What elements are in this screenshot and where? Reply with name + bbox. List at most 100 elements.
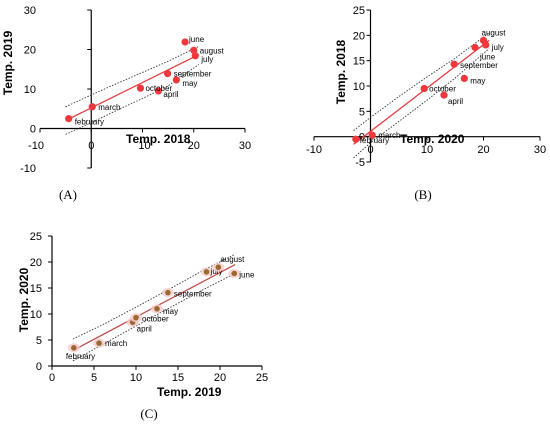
- x-tick-label: 15: [172, 372, 184, 384]
- point-label: october: [142, 315, 169, 324]
- data-point: [352, 135, 360, 143]
- y-tick-label: 10: [353, 81, 365, 93]
- data-point: [203, 269, 210, 275]
- y-tick-label: 25: [353, 5, 365, 17]
- point-label: october: [145, 84, 172, 93]
- x-axis-title: Temp. 2020: [400, 132, 465, 146]
- point-label: june: [479, 52, 496, 61]
- y-tick-label: 0: [36, 361, 42, 373]
- x-tick-label: -10: [28, 140, 44, 152]
- x-tick-label: 20: [477, 144, 489, 156]
- y-tick-label: 10: [24, 84, 36, 96]
- y-axis-title: Temp. 2018: [334, 39, 348, 104]
- ci-lower-line: [353, 48, 490, 159]
- data-point: [165, 289, 171, 296]
- point-label: august: [200, 46, 225, 55]
- data-point: [231, 270, 238, 277]
- data-point: [96, 340, 102, 346]
- point-label: october: [429, 85, 456, 94]
- regression-line: [65, 54, 200, 122]
- point-label: july: [200, 55, 213, 64]
- data-point: [136, 84, 145, 92]
- x-tick-label: 20: [188, 140, 200, 152]
- data-point: [420, 84, 428, 93]
- x-tick-label: 10: [138, 140, 150, 152]
- chart-panel-2: 0 5 10 15 20 25 0 5 10 15 20 25 february march apriloc…: [17, 231, 268, 421]
- x-tick-label: 0: [367, 144, 373, 156]
- point-label: august: [482, 28, 507, 37]
- point-label: september: [174, 70, 212, 79]
- point-label: march: [378, 131, 400, 140]
- y-tick-label: 20: [24, 45, 36, 57]
- x-tick-label: 5: [91, 372, 97, 384]
- data-point: [133, 314, 139, 321]
- data-point: [450, 60, 458, 68]
- point-label: march: [105, 339, 127, 348]
- data-point: [368, 131, 376, 139]
- data-point: [191, 52, 199, 60]
- point-label: february: [75, 118, 104, 127]
- x-axis-title: Temp. 2019: [157, 385, 222, 399]
- x-tick-label: -10: [306, 144, 322, 156]
- point-label: may: [182, 79, 197, 88]
- point-label: february: [360, 136, 389, 145]
- point-label: august: [220, 255, 245, 264]
- data-point: [181, 38, 189, 46]
- point-label: march: [98, 103, 120, 112]
- x-tick-label: 20: [214, 372, 226, 384]
- regression-line: [353, 39, 490, 145]
- point-label: april: [163, 90, 178, 99]
- data-point: [88, 103, 96, 111]
- point-label: july: [210, 267, 223, 276]
- point-label: june: [238, 270, 255, 279]
- point-label: september: [460, 61, 498, 70]
- data-point: [471, 43, 479, 52]
- x-tick-label: 25: [256, 372, 268, 384]
- data-point: [190, 46, 198, 54]
- panel-caption: (B): [414, 187, 431, 202]
- panel-caption: (C): [140, 406, 157, 421]
- x-tick-label: 0: [88, 140, 94, 152]
- point-label: july: [491, 43, 504, 52]
- y-tick-label: 20: [353, 30, 365, 42]
- data-point: [440, 91, 448, 99]
- point-label: may: [470, 76, 485, 85]
- data-point: [154, 306, 160, 312]
- y-tick-label: 5: [359, 106, 365, 118]
- point-label: june: [188, 35, 205, 44]
- data-point: [479, 36, 488, 45]
- point-label: september: [174, 290, 212, 299]
- x-axis-title: Temp. 2018: [126, 132, 191, 146]
- point-label: february: [66, 352, 95, 361]
- ci-upper-line: [72, 253, 236, 340]
- x-tick-label: 0: [49, 372, 55, 384]
- y-tick-label: 5: [36, 335, 42, 347]
- data-point: [71, 345, 77, 351]
- x-tick-label: 30: [534, 144, 546, 156]
- ci-upper-line: [353, 32, 490, 131]
- data-point: [154, 87, 162, 95]
- x-tick-label: 30: [239, 140, 251, 152]
- data-point: [215, 264, 222, 271]
- y-tick-label: 15: [30, 283, 42, 295]
- data-point: [460, 74, 468, 82]
- point-label: april: [137, 324, 152, 333]
- x-tick-label: 10: [130, 372, 142, 384]
- chart-panel-0: -10 0 10 20 30 -10 0 10 20 30 february march apriloc…: [1, 5, 251, 202]
- data-point: [65, 115, 73, 123]
- y-axis-title: Temp. 2020: [17, 267, 31, 332]
- y-tick-label: 15: [353, 56, 365, 68]
- panel-caption: (A): [59, 187, 77, 202]
- point-label: april: [448, 97, 463, 106]
- x-tick-label: 10: [421, 144, 433, 156]
- chart-panel-1: -10 0 10 20 30-50510152025februarymarchapril…: [306, 5, 546, 202]
- data-point: [172, 76, 180, 84]
- y-tick-label: 10: [30, 309, 42, 321]
- y-tick-label: 0: [30, 124, 36, 136]
- y-tick-label: 20: [30, 257, 42, 269]
- y-tick-label: 25: [30, 231, 42, 243]
- point-label: may: [163, 307, 178, 316]
- y-axis-title: Temp. 2019: [1, 30, 15, 95]
- ci-upper-line: [65, 45, 200, 108]
